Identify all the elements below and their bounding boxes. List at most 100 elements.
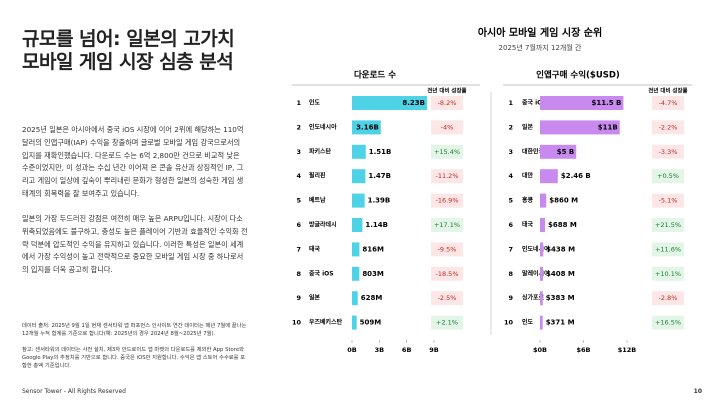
- value-label: 628M: [361, 294, 383, 302]
- category-label: 인도: [309, 99, 321, 107]
- value-label: 1.14B: [365, 221, 388, 229]
- bar: [352, 193, 365, 208]
- source-note: 참고: 센서타워의 데이터는 사전 설치, 제3자 안드로이드 앱 마켓의 다운…: [22, 347, 246, 369]
- rank: 6: [296, 221, 301, 229]
- category-label: 대만: [522, 172, 534, 180]
- rank: 1: [508, 99, 513, 107]
- growth-cell: [431, 169, 463, 184]
- category-label: 필리핀: [309, 172, 326, 180]
- footer: Sensor Tower - All Rights Reserved: [22, 388, 126, 395]
- x-tick-label: 6B: [402, 346, 412, 354]
- slide-title: 규모를 넘어: 일본의 고가치 모바일 게임 시장 심층 분석: [22, 28, 235, 73]
- category-label: 중국 iOS: [522, 99, 547, 107]
- value-label: $371 M: [546, 319, 575, 327]
- growth-label: +15.4%: [434, 148, 460, 156]
- rank: 5: [296, 197, 301, 205]
- growth-label: +0.5%: [657, 172, 679, 180]
- bar: [540, 120, 620, 135]
- growth-label: -2.5%: [438, 294, 457, 302]
- growth-label: +17.1%: [434, 221, 460, 229]
- rank: 7: [296, 245, 301, 253]
- category-label: 인도네시아: [309, 123, 337, 131]
- bar: [540, 218, 545, 232]
- value-label: $688 M: [548, 221, 577, 229]
- bar: [540, 315, 543, 330]
- rank: 8: [296, 270, 301, 278]
- rank: 2: [508, 123, 513, 131]
- category-label: 홍콩: [522, 196, 534, 204]
- x-tick-label: $12B: [618, 346, 637, 354]
- bar: [540, 193, 547, 208]
- category-label: 중국 iOS: [309, 269, 334, 277]
- growth-label: -2.2%: [659, 123, 678, 131]
- rank: 10: [292, 319, 302, 327]
- value-label: $11.5 B: [591, 99, 621, 107]
- value-label: 3.16B: [356, 123, 379, 131]
- growth-cell: [431, 242, 463, 257]
- category-label: 파키스탄: [309, 147, 332, 155]
- bar: [352, 120, 381, 135]
- growth-cell: [652, 144, 684, 159]
- bar: [540, 169, 558, 184]
- growth-label: -4.7%: [659, 99, 678, 107]
- growth-label: -11.2%: [436, 172, 459, 180]
- growth-cell: [652, 193, 684, 208]
- bar: [352, 315, 357, 330]
- value-label: $860 M: [549, 197, 578, 205]
- growth-cell: [652, 291, 684, 306]
- value-label: 509M: [360, 319, 382, 327]
- bar: [540, 291, 543, 306]
- growth-cell: [652, 266, 684, 281]
- x-tick-label: $6B: [577, 346, 591, 354]
- rank: 3: [508, 148, 513, 156]
- value-label: $2.46 B: [561, 172, 591, 180]
- rank: 5: [508, 197, 513, 205]
- growth-label: -4%: [441, 123, 454, 131]
- category-label: 방글라데시: [309, 221, 337, 229]
- category-label: 우즈베키스탄: [309, 318, 343, 326]
- growth-cell: [431, 291, 463, 306]
- value-label: $408 M: [546, 270, 575, 278]
- growth-label: +10.1%: [655, 270, 681, 278]
- x-tick-label: $0B: [533, 346, 547, 354]
- rank: 2: [296, 123, 301, 131]
- category-label: 싱가포르: [522, 294, 545, 302]
- category-label: 인도네시아: [522, 245, 550, 253]
- growth-cell: [652, 169, 684, 184]
- value-label: 1.47B: [368, 172, 391, 180]
- growth-label: -2.8%: [659, 294, 678, 302]
- value-label: 816M: [362, 245, 384, 253]
- rank: 9: [296, 294, 301, 302]
- category-label: 대한민국: [522, 147, 545, 155]
- growth-cell: [431, 144, 463, 159]
- rank: 4: [508, 172, 513, 180]
- x-tick-label: 3B: [375, 346, 385, 354]
- chart-title: 다운로드 수: [354, 70, 396, 81]
- rank: 9: [508, 294, 513, 302]
- growth-cell: [652, 96, 684, 110]
- rank: 4: [296, 172, 301, 180]
- growth-label: -8.2%: [438, 99, 457, 107]
- growth-label: -9.5%: [438, 245, 457, 253]
- x-tick-label: 0B: [347, 346, 357, 354]
- rank: 8: [508, 270, 513, 278]
- rank: 1: [296, 99, 301, 107]
- bar: [352, 242, 360, 257]
- growth-label: -5.1%: [659, 197, 678, 205]
- panel-subtitle: 2025년 7월까지 12개월 간: [499, 43, 582, 52]
- growth-cell: [431, 193, 463, 208]
- value-label: 1.39B: [368, 197, 391, 205]
- growth-cell: [431, 315, 463, 330]
- value-label: $11B: [598, 123, 618, 131]
- bar: [352, 96, 427, 110]
- growth-label: -3.3%: [659, 148, 678, 156]
- bar: [540, 96, 624, 110]
- paragraph: 일본의 가장 두드러진 강점은 여전히 매우 높은 ARPU입니다. 시장이 다…: [22, 214, 248, 275]
- bar: [540, 242, 544, 257]
- source-note: 데이터 출처: 2025년 9월 1일 현재 센서타워 앱 퍼포먼스 인사이트 …: [22, 323, 247, 337]
- growth-label: -16.9%: [436, 197, 459, 205]
- value-label: $383 M: [546, 294, 575, 302]
- value-label: $438 M: [546, 245, 575, 253]
- category-label: 말레이시아: [522, 269, 550, 277]
- value-label: $5 B: [557, 148, 575, 156]
